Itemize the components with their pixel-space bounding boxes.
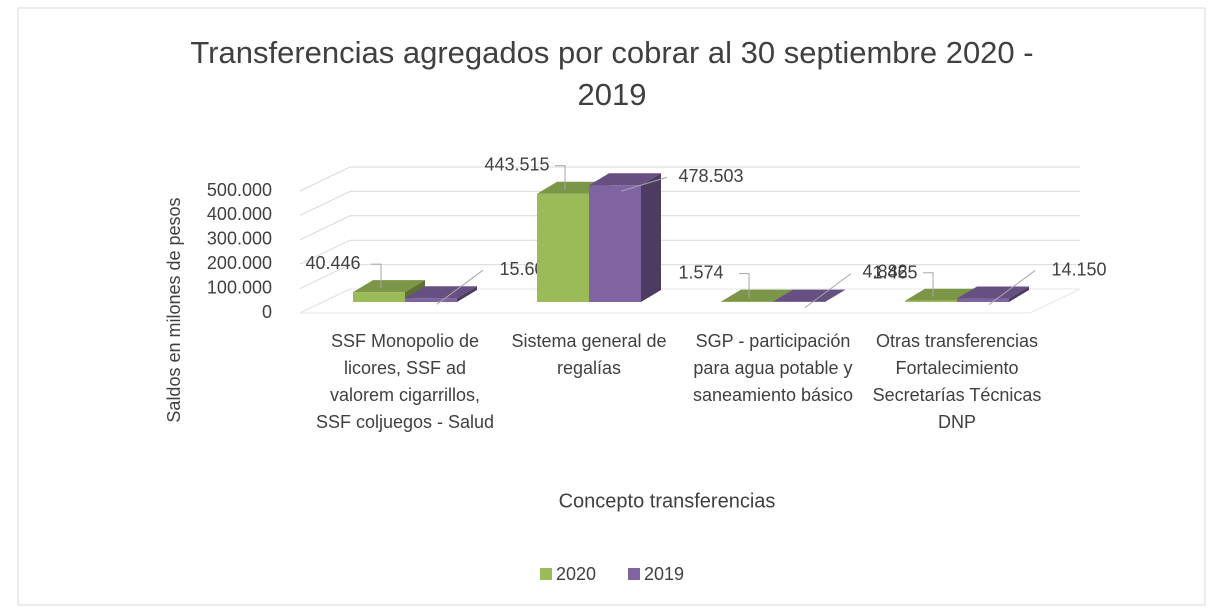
data-label: 443.515 bbox=[484, 155, 549, 175]
bar-front bbox=[905, 300, 957, 302]
bar bbox=[773, 289, 845, 302]
bar-side bbox=[457, 286, 477, 302]
x-tick-label: Otras transferencias Fortalecimiento Sec… bbox=[872, 331, 1042, 432]
bar-top bbox=[957, 286, 1029, 299]
bar bbox=[957, 286, 1029, 302]
data-label: 1.574 bbox=[678, 262, 723, 282]
bar-side bbox=[641, 173, 661, 302]
leader-line bbox=[739, 273, 750, 298]
floor bbox=[299, 288, 1081, 314]
leader-line bbox=[620, 176, 668, 192]
data-label: 14.150 bbox=[1051, 259, 1106, 279]
grid-line bbox=[299, 239, 1080, 265]
leader-line bbox=[555, 165, 566, 190]
bar-front bbox=[405, 298, 457, 302]
y-tick-label: 0 bbox=[262, 302, 272, 322]
bar-front bbox=[957, 298, 1009, 302]
grid-line bbox=[299, 264, 1080, 290]
leader-line bbox=[988, 270, 1036, 305]
chart-frame bbox=[17, 7, 1206, 606]
y-tick-label: 200.000 bbox=[207, 253, 272, 273]
y-axis-label: Saldos en milones de pesos bbox=[164, 197, 184, 422]
grid-line bbox=[299, 215, 1080, 241]
bar bbox=[589, 173, 661, 302]
leader-line bbox=[436, 269, 484, 305]
bar-top bbox=[721, 289, 793, 302]
x-tick-label-box: SSF Monopolio de licores, SSF ad valorem… bbox=[315, 331, 495, 432]
bar-top bbox=[353, 280, 425, 293]
leader-line bbox=[371, 263, 382, 289]
bar-front bbox=[353, 292, 405, 302]
x-tick-label-box: SGP - participación para agua potable y … bbox=[692, 331, 854, 405]
y-tick-label: 100.000 bbox=[207, 277, 272, 297]
bar-side bbox=[825, 289, 845, 302]
x-tick-label: SGP - participación para agua potable y … bbox=[692, 331, 854, 405]
leader-line bbox=[804, 273, 852, 309]
bar-top bbox=[773, 289, 845, 302]
data-label: 1.465 bbox=[872, 262, 917, 282]
y-tick-label: 300.000 bbox=[207, 229, 272, 249]
x-tick-label-box: Sistema general de regalías bbox=[511, 331, 667, 378]
legend-swatch bbox=[540, 568, 552, 580]
bar-front bbox=[589, 185, 641, 302]
bar-front bbox=[537, 193, 589, 302]
y-tick-label: 500.000 bbox=[207, 180, 272, 200]
y-tick-label: 400.000 bbox=[207, 204, 272, 224]
leader-line bbox=[923, 272, 934, 297]
legend-label: 2019 bbox=[644, 564, 684, 584]
grid-line bbox=[299, 166, 1080, 192]
x-tick-label: Sistema general de regalías bbox=[511, 331, 667, 378]
data-label: 478.503 bbox=[678, 166, 743, 186]
legend-swatch bbox=[628, 568, 640, 580]
bar-top bbox=[405, 286, 477, 299]
data-label: 40.446 bbox=[305, 253, 360, 273]
bar bbox=[405, 286, 477, 302]
data-label: 4.882 bbox=[862, 262, 907, 282]
x-tick-label-box: Otras transferencias Fortalecimiento Sec… bbox=[872, 331, 1042, 432]
legend-label: 2020 bbox=[556, 564, 596, 584]
grid-line bbox=[299, 190, 1080, 216]
x-axis-label: Concepto transferencias bbox=[559, 490, 776, 512]
bar-top bbox=[589, 173, 661, 186]
chart-title: Transferencias agregados por cobrar al 3… bbox=[190, 35, 1034, 112]
bar-side bbox=[1009, 286, 1029, 302]
x-tick-label: SSF Monopolio de licores, SSF ad valorem… bbox=[315, 331, 495, 432]
title-box: Transferencias agregados por cobrar al 3… bbox=[190, 35, 1034, 112]
